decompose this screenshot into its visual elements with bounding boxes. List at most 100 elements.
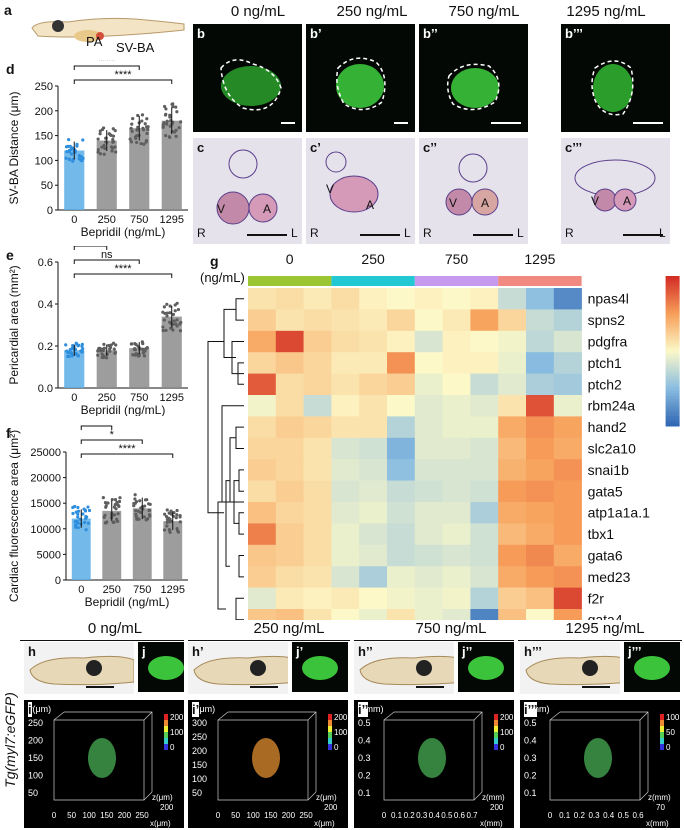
heatmap-cell — [498, 566, 527, 588]
dendrogram-branch — [229, 437, 236, 503]
y-tick-label: 50 — [41, 180, 53, 192]
y-tick-label: 200 — [192, 746, 207, 756]
data-point — [79, 349, 83, 353]
group-bar — [331, 276, 415, 286]
heatmap-cell — [248, 587, 277, 610]
heatmap-cell — [526, 523, 555, 546]
data-point — [175, 513, 179, 517]
z-axis-label: z(mm) — [482, 793, 505, 802]
heart-outline — [220, 59, 282, 111]
x-tick-label: 0.2 — [574, 811, 586, 820]
heatmap-cell — [414, 437, 443, 460]
colorbar-segment — [665, 281, 680, 284]
heart-fluorescence-thumb: j’ — [292, 642, 348, 692]
data-point — [115, 500, 119, 504]
heart-glow — [468, 656, 504, 680]
data-point — [104, 356, 109, 360]
heatmap-cell — [470, 502, 499, 524]
heatmap-cell — [331, 309, 360, 332]
colorbar-segment — [494, 744, 498, 750]
x-tick-label: 0.1 — [391, 811, 403, 820]
heatmap-cell — [248, 437, 277, 460]
data-point — [164, 133, 168, 138]
data-point — [105, 520, 109, 524]
z-tick-label: 200 — [160, 803, 174, 812]
heatmap-cell — [553, 309, 582, 332]
heatmap-cell — [526, 416, 555, 439]
heatmap-cell — [331, 544, 360, 567]
data-point — [179, 320, 183, 325]
heatmap-cell — [331, 459, 360, 481]
x-tick-label: 0.5 — [441, 811, 453, 820]
bar-0 — [71, 518, 91, 580]
data-point — [165, 524, 169, 528]
data-point — [143, 498, 148, 502]
data-point — [70, 146, 75, 150]
significance-bracket — [73, 246, 108, 250]
data-point — [84, 528, 88, 532]
data-point — [175, 110, 179, 114]
y-tick-label: 100 — [192, 774, 207, 784]
histology-tile-c: c V A R L — [193, 138, 302, 244]
colorbar-segment — [660, 732, 664, 738]
larva-sketch — [31, 17, 185, 42]
data-point — [179, 120, 183, 124]
gene-label: gata5 — [588, 483, 623, 499]
b-conc-1: 250 ng/mL — [336, 3, 408, 20]
gene-label: f2r — [588, 590, 605, 606]
data-point — [110, 497, 114, 502]
larva-photo: h’ — [188, 642, 288, 694]
data-point — [142, 142, 146, 146]
gene-label: tbx1 — [588, 526, 615, 542]
tile-label: j’ — [296, 644, 304, 659]
x-tick-label: 0.3 — [416, 811, 428, 820]
x-tick-label: 0 — [52, 811, 57, 820]
data-point — [70, 354, 74, 358]
y-tick-label: 100 — [35, 155, 53, 167]
larva-photo: h’’ — [354, 642, 454, 694]
colorbar-segment — [665, 421, 680, 424]
left-label: L — [404, 226, 411, 240]
data-point — [104, 505, 108, 509]
significance-label: * — [110, 429, 115, 441]
h-conc-1: 250 ng/mL — [253, 620, 325, 637]
scale-bar — [582, 686, 610, 688]
heatmap-cell — [414, 587, 443, 610]
ventricle-label: V — [449, 196, 458, 210]
h-conc-2: 750 ng/mL — [415, 620, 487, 637]
data-point — [74, 510, 78, 514]
heatmap-cell — [387, 330, 416, 353]
data-point — [81, 347, 85, 351]
colorbar-segment — [665, 376, 680, 379]
data-point — [161, 328, 165, 333]
b-conc-3: 1295 ng/mL — [566, 3, 646, 20]
heatmap-cell — [442, 480, 471, 503]
data-point — [64, 343, 68, 347]
data-point — [175, 318, 179, 322]
heatmap-cell — [414, 459, 443, 481]
fluorescence-tile-b1: b’ — [306, 24, 415, 132]
y-tick-label: 0.4 — [358, 736, 371, 746]
heatmap-cell — [359, 587, 388, 610]
heatmap-cell — [526, 437, 555, 460]
significance-label: ns — [85, 246, 97, 247]
y-tick-label: 0.1 — [358, 788, 371, 798]
data-point — [67, 138, 71, 142]
data-point — [169, 511, 174, 516]
significance-label: **** — [98, 60, 116, 67]
colorbar-segment — [665, 326, 680, 329]
heatmap-cell — [387, 523, 416, 546]
heart-fluorescence-thumb: j’’’ — [624, 642, 680, 692]
data-point — [102, 152, 106, 156]
y-axis-label: y(μm) — [192, 704, 215, 714]
dendrogram-branch — [217, 501, 226, 610]
heatmap-cell — [303, 395, 332, 417]
data-point — [174, 516, 178, 520]
data-point — [165, 311, 169, 315]
y-axis-label: y(μm) — [28, 704, 51, 714]
y-tick-label: 20000 — [30, 473, 61, 485]
group-label: 0 — [286, 251, 294, 267]
